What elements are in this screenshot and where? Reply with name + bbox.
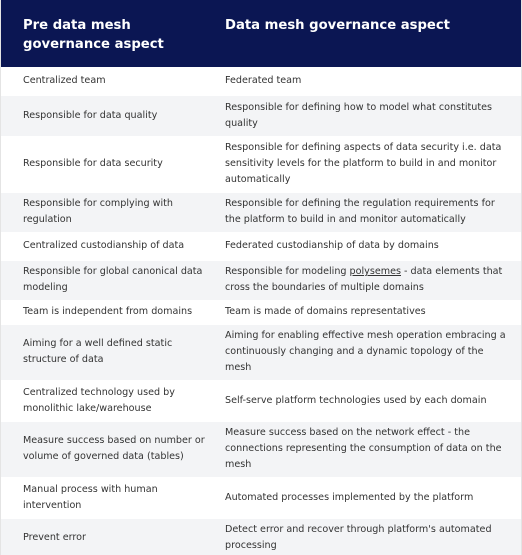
- table-row: Aiming for a well defined static structu…: [1, 324, 521, 381]
- cell-pre: Measure success based on number or volum…: [1, 421, 213, 478]
- header-data-mesh: Data mesh governance aspect: [213, 0, 521, 67]
- cell-pre: Responsible for data security: [1, 136, 213, 193]
- table-body: Centralized team Federated team Responsi…: [1, 67, 521, 555]
- cell-pre: Centralized technology used by monolithi…: [1, 380, 213, 422]
- cell-pre: Responsible for complying with regulatio…: [1, 192, 213, 233]
- cell-mesh-text-before: Responsible for modeling: [225, 266, 350, 277]
- cell-mesh: Responsible for defining how to model wh…: [213, 95, 521, 137]
- table-row: Responsible for data security Responsibl…: [1, 136, 521, 193]
- cell-mesh: Self-serve platform technologies used by…: [213, 380, 521, 422]
- table-row: Responsible for data quality Responsible…: [1, 95, 521, 137]
- cell-pre: Team is independent from domains: [1, 300, 213, 325]
- cell-pre: Aiming for a well defined static structu…: [1, 324, 213, 381]
- table-row: Centralized custodianship of data Federa…: [1, 232, 521, 261]
- cell-pre: Centralized team: [1, 67, 213, 96]
- table-header: Pre data mesh governance aspect Data mes…: [1, 0, 521, 67]
- cell-pre: Responsible for global canonical data mo…: [1, 260, 213, 301]
- table-row: Prevent error Detect error and recover t…: [1, 518, 521, 555]
- cell-mesh: Aiming for enabling effective mesh opera…: [213, 324, 521, 381]
- cell-pre: Manual process with human intervention: [1, 477, 213, 519]
- table-row: Responsible for global canonical data mo…: [1, 260, 521, 301]
- table-row: Centralized team Federated team: [1, 67, 521, 96]
- table-row: Manual process with human intervention A…: [1, 477, 521, 519]
- table-row: Team is independent from domains Team is…: [1, 300, 521, 325]
- cell-mesh: Responsible for defining the regulation …: [213, 192, 521, 233]
- cell-mesh: Responsible for defining aspects of data…: [213, 136, 521, 193]
- cell-mesh: Automated processes implemented by the p…: [213, 477, 521, 519]
- table-row: Centralized technology used by monolithi…: [1, 380, 521, 422]
- cell-pre: Centralized custodianship of data: [1, 232, 213, 261]
- cell-mesh: Team is made of domains representatives: [213, 300, 521, 325]
- cell-mesh: Measure success based on the network eff…: [213, 421, 521, 478]
- polysemes-link[interactable]: polysemes: [349, 266, 401, 277]
- cell-mesh: Federated custodianship of data by domai…: [213, 232, 521, 261]
- header-pre-data-mesh: Pre data mesh governance aspect: [1, 0, 213, 67]
- cell-mesh: Responsible for modeling polysemes - dat…: [213, 260, 521, 301]
- header-row: Pre data mesh governance aspect Data mes…: [1, 0, 521, 67]
- table-row: Responsible for complying with regulatio…: [1, 192, 521, 233]
- cell-mesh-text-after: - data elements that cross the boundarie…: [225, 266, 503, 293]
- table-row: Measure success based on number or volum…: [1, 421, 521, 478]
- cell-pre: Prevent error: [1, 518, 213, 555]
- cell-pre: Responsible for data quality: [1, 95, 213, 137]
- cell-mesh: Detect error and recover through platfor…: [213, 518, 521, 555]
- cell-mesh: Federated team: [213, 67, 521, 96]
